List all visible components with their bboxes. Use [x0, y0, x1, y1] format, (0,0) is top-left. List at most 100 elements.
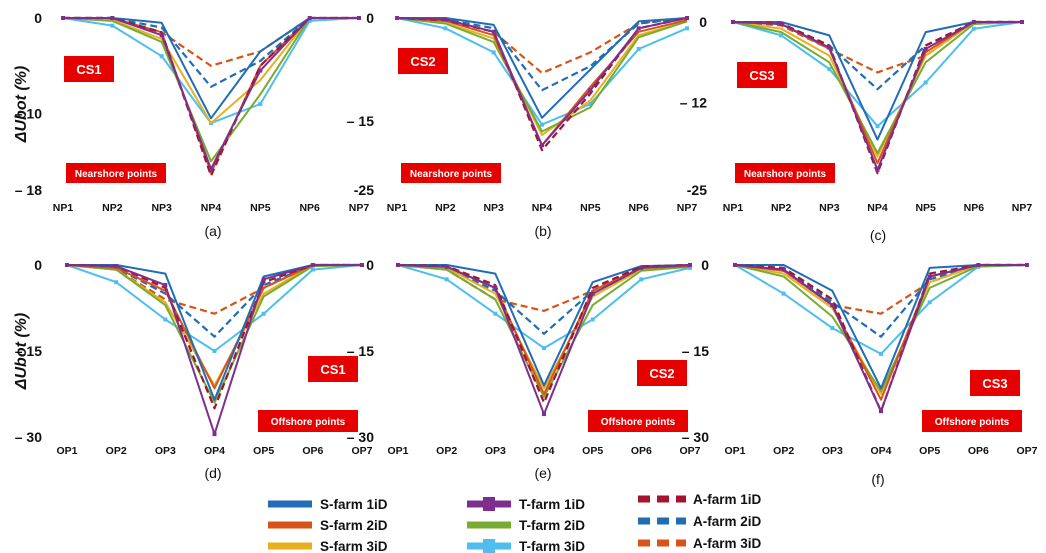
- data-point: [590, 317, 595, 322]
- y-tick-label: 0: [366, 10, 374, 26]
- data-point: [781, 267, 786, 272]
- x-tick-label: OP1: [387, 445, 408, 457]
- y-tick-label: – 15: [15, 343, 42, 359]
- case-label: CS1: [320, 362, 345, 377]
- region-badge: [401, 163, 501, 183]
- data-point: [493, 311, 498, 316]
- x-tick-label: OP3: [822, 445, 843, 457]
- data-point: [830, 303, 835, 308]
- x-tick-label: NP7: [1012, 202, 1033, 214]
- data-point: [310, 267, 315, 272]
- data-point: [688, 265, 692, 270]
- chart-panel: NP1 NP2 NP3 NP4 NP5 NP6 NP7 0 – 12 -25 CS3 Nearshor…: [680, 14, 1033, 243]
- chart-panel: OP1 OP2 OP3 OP4 OP5 OP6 OP7 0 – 15 – 30 CS1 Offshor…: [13, 257, 373, 481]
- y-tick-label: 0: [366, 257, 374, 273]
- series-line: [63, 16, 359, 177]
- series-line: [732, 21, 1022, 171]
- data-point: [923, 46, 928, 51]
- x-tick-label: NP7: [677, 202, 698, 214]
- data-point: [114, 264, 119, 269]
- case-label: CS1: [76, 62, 101, 77]
- series-line: [734, 264, 1028, 355]
- data-point: [875, 124, 880, 129]
- data-point: [444, 264, 449, 269]
- x-tick-label: NP1: [387, 202, 408, 214]
- data-point: [540, 143, 544, 148]
- data-point: [258, 68, 263, 73]
- data-point: [212, 349, 217, 353]
- data-point: [443, 26, 448, 31]
- case-label: CS3: [982, 376, 1007, 391]
- case-badge: [308, 356, 358, 382]
- x-tick-label: NP4: [201, 202, 222, 214]
- case-label: CS3: [749, 68, 774, 83]
- legend-label: A-farm 1iD: [693, 492, 762, 507]
- panel-letter: (c): [870, 227, 886, 243]
- panel-letter: (d): [204, 465, 221, 481]
- data-point: [639, 277, 644, 282]
- x-tick-label: NP2: [102, 202, 123, 214]
- panel-letter: (f): [871, 471, 884, 487]
- x-tick-label: OP6: [302, 445, 323, 457]
- y-tick-label: -25: [687, 182, 707, 198]
- x-tick-label: NP1: [53, 202, 74, 214]
- series-line: [397, 264, 691, 350]
- legend-item: S-farm 3iD: [268, 539, 388, 553]
- data-point: [875, 167, 880, 172]
- data-point: [731, 20, 735, 24]
- y-tick-label: 0: [701, 257, 709, 273]
- data-point: [110, 23, 115, 28]
- panel-letter: (a): [204, 223, 221, 239]
- x-tick-label: OP4: [204, 445, 225, 457]
- data-point: [827, 67, 832, 72]
- chart-panel: OP1 OP2 OP3 OP4 OP5 OP6 OP7 0 – 15 – 30 CS3 Offshor…: [682, 257, 1038, 487]
- data-point: [61, 16, 65, 20]
- case-label: CS2: [649, 366, 674, 381]
- legend-label: A-farm 2iD: [693, 514, 762, 529]
- data-point: [590, 291, 595, 296]
- series-line: [735, 264, 1027, 390]
- series-line: [63, 17, 359, 170]
- data-point: [307, 16, 312, 20]
- data-point: [163, 317, 168, 322]
- chart-panel: NP1 NP2 NP3 NP4 NP5 NP6 NP7 0 – 15 -25 CS2 Nearshor…: [347, 10, 698, 239]
- data-point: [444, 277, 449, 282]
- data-point: [781, 291, 786, 296]
- data-point: [879, 409, 883, 414]
- x-tick-label: NP4: [867, 202, 888, 214]
- y-tick-label: – 15: [347, 343, 374, 359]
- data-point: [927, 274, 932, 279]
- y-tick-label: 0: [699, 14, 707, 30]
- data-point: [542, 412, 546, 417]
- chart-panel: NP1 NP2 NP3 NP4 NP5 NP6 NP7 0 – 10 – 18 CS1 Nearsho…: [13, 10, 369, 239]
- legend-item: A-farm 1iD: [638, 492, 762, 507]
- x-tick-label: NP5: [915, 202, 936, 214]
- data-point: [540, 122, 544, 127]
- region-label: Offshore points: [271, 417, 346, 428]
- data-point: [258, 102, 263, 106]
- x-tick-label: OP7: [1016, 445, 1037, 457]
- legend: S-farm 1iD S-farm 2iD S-farm 3iD T-farm 1iD…: [268, 492, 762, 553]
- series-line: [397, 263, 691, 335]
- x-tick-label: NP5: [580, 202, 601, 214]
- x-tick-label: NP1: [723, 202, 744, 214]
- region-label: Offshore points: [601, 417, 676, 428]
- x-tick-label: NP6: [964, 202, 985, 214]
- data-point: [310, 263, 315, 267]
- data-point: [688, 263, 692, 267]
- data-point: [396, 263, 400, 267]
- legend-label: T-farm 1iD: [519, 497, 585, 512]
- data-point: [971, 26, 976, 31]
- data-point: [685, 16, 689, 20]
- data-point: [927, 300, 932, 305]
- series-line: [66, 264, 363, 352]
- x-tick-label: OP5: [582, 445, 603, 457]
- legend-item: A-farm 3iD: [638, 536, 762, 551]
- chart-panel: OP1 OP2 OP3 OP4 OP5 OP6 OP7 0 – 15 – 30 CS2 Offshor…: [347, 257, 701, 481]
- data-point: [493, 285, 498, 290]
- y-tick-label: – 30: [15, 429, 42, 445]
- y-tick-label: -25: [354, 182, 374, 198]
- legend-item: T-farm 1iD: [467, 497, 585, 512]
- data-point: [212, 432, 217, 437]
